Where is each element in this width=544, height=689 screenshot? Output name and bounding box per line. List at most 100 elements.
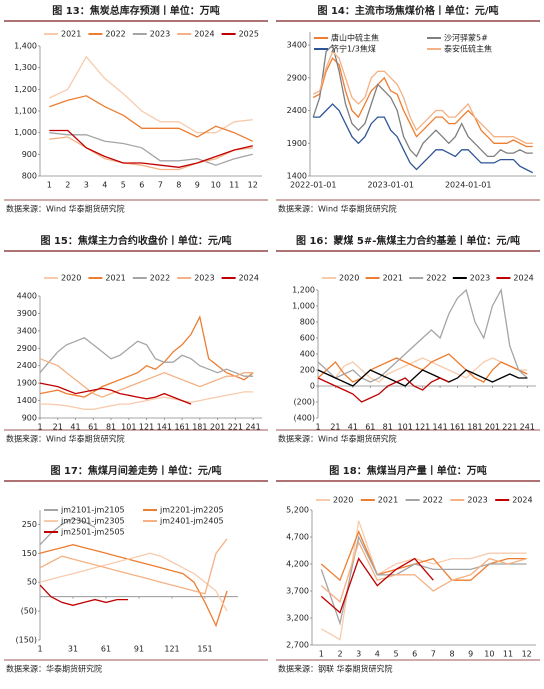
y-tick-label: 0 (310, 382, 315, 391)
y-tick-label: 800 (22, 172, 37, 181)
source-note: 数据来源：钢联 华泰期货研究院 (278, 664, 393, 674)
x-tick-label: 6 (139, 181, 144, 190)
legend-label: 泰安低硫主焦 (444, 44, 492, 54)
x-tick-label: 181 (467, 423, 482, 432)
y-tick-label: 4,200 (286, 560, 309, 569)
x-tick-label: 1 (319, 650, 324, 659)
x-tick-label: 10 (211, 181, 221, 190)
x-tick-label: 10 (484, 650, 494, 659)
x-tick-label: 2022-01-01 (290, 181, 337, 190)
legend-label: 2023 (194, 274, 214, 283)
x-tick-label: 61 (365, 423, 375, 432)
x-tick-label: 81 (383, 423, 393, 432)
legend-label: jm2101-jm2105 (60, 506, 125, 515)
x-tick-label: 11 (503, 650, 513, 659)
legend-label: 2021 (61, 30, 81, 39)
legend-label: 济宁1/3焦煤 (331, 44, 376, 54)
y-tick-label: 900 (22, 150, 37, 159)
y-tick-label: (150) (15, 636, 37, 645)
series-line (320, 529, 527, 582)
x-tick-label: 12 (248, 181, 258, 190)
legend-label: 2022 (423, 496, 443, 505)
legend-label: jm2201-jm2205 (159, 506, 224, 515)
y-tick-label: 200 (300, 366, 315, 375)
chart-title: 图 16：蒙煤 5#-焦煤主力合约基差丨单位：元/吨 (296, 234, 520, 247)
series-line (320, 557, 434, 614)
x-tick-label: 1 (47, 181, 52, 190)
x-tick-label: 7 (158, 181, 163, 190)
legend-label: 唐山中硫主焦 (331, 33, 379, 43)
x-tick-label: 2024-01-01 (445, 181, 492, 190)
x-tick-label: 21 (330, 423, 340, 432)
x-tick-label: 7 (431, 650, 436, 659)
x-tick-label: 4 (102, 181, 107, 190)
x-tick-label: 81 (106, 423, 116, 432)
series-line (313, 103, 534, 174)
x-tick-label: 241 (520, 423, 535, 432)
legend-label: 2023 (470, 274, 490, 283)
legend-label: 2022 (150, 274, 170, 283)
y-tick-label: 1400 (17, 396, 37, 405)
y-tick-label: 1,100 (14, 107, 37, 116)
y-tick-label: 250 (22, 520, 37, 529)
y-tick-label: 3,700 (286, 587, 309, 596)
x-tick-label: 181 (192, 423, 207, 432)
series-line (312, 43, 533, 158)
legend-label: 2022 (105, 30, 125, 39)
series-line (39, 552, 228, 612)
y-tick-label: 900 (22, 414, 37, 423)
series-line (317, 357, 528, 383)
legend-label: 2022 (426, 274, 446, 283)
y-tick-label: 1900 (287, 139, 307, 148)
series-line (49, 132, 253, 166)
series-line (40, 391, 254, 410)
x-tick-label: 9 (468, 650, 473, 659)
y-tick-label: 1900 (17, 379, 37, 388)
x-tick-label: 141 (157, 423, 172, 432)
y-tick-label: 4,700 (286, 533, 309, 542)
x-tick-label: 3 (356, 650, 361, 659)
series-line (39, 538, 228, 595)
legend-label: 2023 (467, 496, 487, 505)
x-tick-label: 12 (522, 650, 532, 659)
legend-label: 2021 (105, 274, 125, 283)
series-line (39, 544, 228, 628)
y-tick-label: 5,200 (286, 506, 309, 515)
x-tick-label: 1 (315, 423, 320, 432)
x-tick-label: 8 (449, 650, 454, 659)
y-tick-label: 1,000 (292, 302, 315, 311)
series-line (49, 55, 253, 134)
x-tick-label: 121 (415, 423, 430, 432)
y-tick-label: 1,200 (14, 85, 37, 94)
x-tick-label: 151 (197, 645, 212, 654)
x-tick-label: 11 (229, 181, 239, 190)
legend-label: 2023 (150, 30, 170, 39)
source-note: 数据来源：Wind 华泰期货研究院 (278, 434, 397, 444)
legend-label: 2024 (239, 274, 259, 283)
legend-label: 2020 (61, 274, 81, 283)
x-tick-label: 3 (84, 181, 89, 190)
y-tick-label: (200) (293, 398, 315, 407)
x-tick-label: 161 (174, 423, 189, 432)
source-note: 数据来源：Wind 华泰期货研究院 (6, 434, 125, 444)
chart-title: 图 17：焦煤月间差走势丨单位：元/吨 (50, 464, 221, 477)
x-tick-label: 2023-01-01 (367, 181, 414, 190)
series-line (312, 57, 533, 148)
legend-label: 2021 (378, 496, 398, 505)
legend-label: 2020 (333, 496, 353, 505)
x-tick-label: 41 (70, 423, 80, 432)
x-tick-label: 61 (101, 645, 111, 654)
x-tick-label: 221 (502, 423, 517, 432)
series-line (49, 95, 254, 142)
x-tick-label: 221 (228, 423, 243, 432)
x-tick-label: 91 (134, 645, 144, 654)
chart-title: 图 13：焦炭总库存预测丨单位：万吨 (52, 4, 219, 17)
legend-label: jm2301-jm2305 (60, 517, 125, 526)
series-line (312, 50, 533, 144)
source-note: 数据来源：华泰期货研究院 (6, 664, 102, 674)
legend-label: jm2401-jm2405 (159, 517, 224, 526)
legend-label: 2021 (383, 274, 403, 283)
y-tick-label: 3400 (17, 326, 37, 335)
series-line (39, 358, 254, 398)
